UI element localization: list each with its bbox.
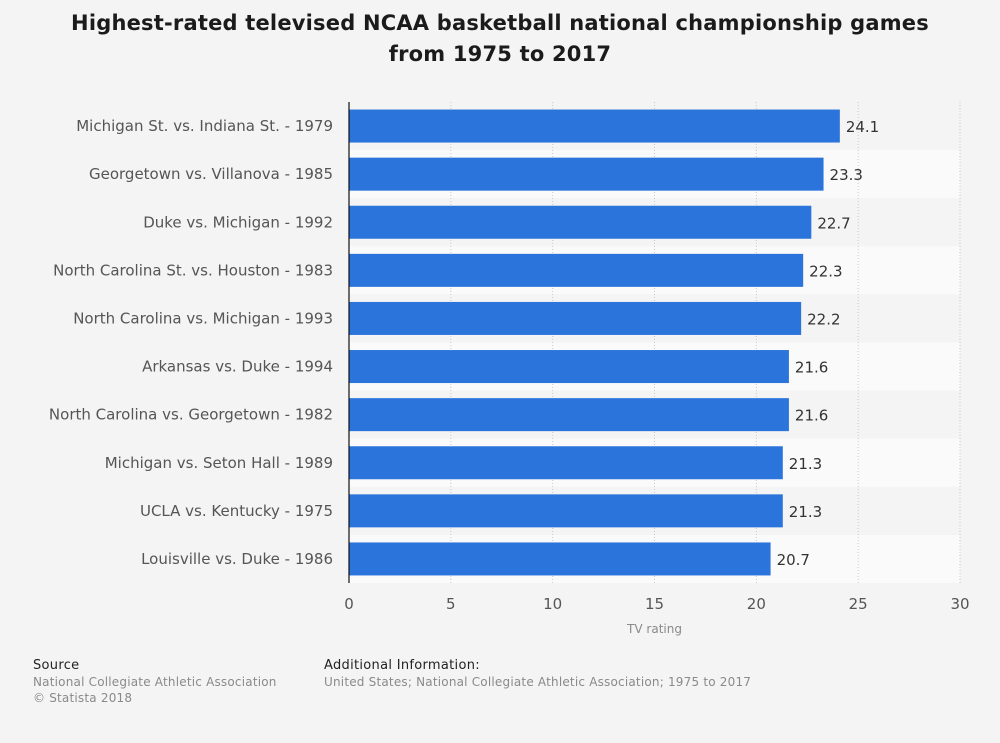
bar	[349, 398, 789, 432]
additional-info-text: United States; National Collegiate Athle…	[324, 675, 752, 689]
x-tick-label: 0	[344, 595, 354, 613]
bar	[349, 157, 824, 191]
additional-info-label: Additional Information:	[324, 658, 480, 673]
x-tick-label: 15	[645, 595, 664, 613]
x-axis-title: TV rating	[626, 622, 682, 636]
x-tick-label: 20	[747, 595, 766, 613]
value-label: 22.2	[807, 310, 840, 328]
category-label: Duke vs. Michigan - 1992	[143, 213, 333, 231]
value-label: 21.6	[795, 407, 828, 425]
bar	[349, 301, 802, 335]
bar	[349, 253, 804, 287]
value-label: 21.6	[795, 359, 828, 377]
bar	[349, 350, 789, 384]
category-label: North Carolina vs. Michigan - 1993	[73, 309, 333, 327]
bar	[349, 109, 840, 143]
value-label: 20.7	[777, 551, 810, 569]
value-label: 24.1	[846, 118, 879, 136]
category-label: Georgetown vs. Villanova - 1985	[89, 165, 333, 183]
source-line-1: National Collegiate Athletic Association	[33, 675, 277, 689]
x-tick-label: 10	[543, 595, 562, 613]
bar	[349, 494, 783, 528]
value-label: 21.3	[789, 503, 822, 521]
value-label: 21.3	[789, 455, 822, 473]
category-label: Louisville vs. Duke - 1986	[141, 550, 333, 568]
category-label: Michigan vs. Seton Hall - 1989	[105, 454, 333, 472]
chart-title-line-1: Highest-rated televised NCAA basketball …	[71, 11, 929, 35]
category-label: North Carolina vs. Georgetown - 1982	[49, 406, 333, 424]
x-tick-label: 25	[849, 595, 868, 613]
source-label: Source	[33, 658, 80, 673]
x-tick-label: 30	[950, 595, 969, 613]
value-label: 22.7	[817, 214, 850, 232]
source-line-2: © Statista 2018	[33, 691, 133, 705]
chart-title: Highest-rated televised NCAA basketball …	[0, 8, 1000, 70]
value-label: 23.3	[830, 166, 863, 184]
bar-chart: Michigan St. vs. Indiana St. - 1979 24.1 G…	[49, 102, 970, 636]
source-block: Source National Collegiate Athletic Asso…	[33, 657, 277, 706]
bar	[349, 205, 812, 239]
bar	[349, 446, 783, 480]
bar	[349, 542, 771, 576]
category-label: Arkansas vs. Duke - 1994	[142, 358, 333, 376]
value-label: 22.3	[809, 262, 842, 280]
category-label: Michigan St. vs. Indiana St. - 1979	[76, 117, 333, 135]
chart-title-line-2: from 1975 to 2017	[388, 42, 612, 66]
category-label: UCLA vs. Kentucky - 1975	[140, 502, 333, 520]
x-tick-label: 5	[446, 595, 456, 613]
category-label: North Carolina St. vs. Houston - 1983	[53, 261, 333, 279]
additional-info-block: Additional Information: United States; N…	[324, 657, 751, 690]
